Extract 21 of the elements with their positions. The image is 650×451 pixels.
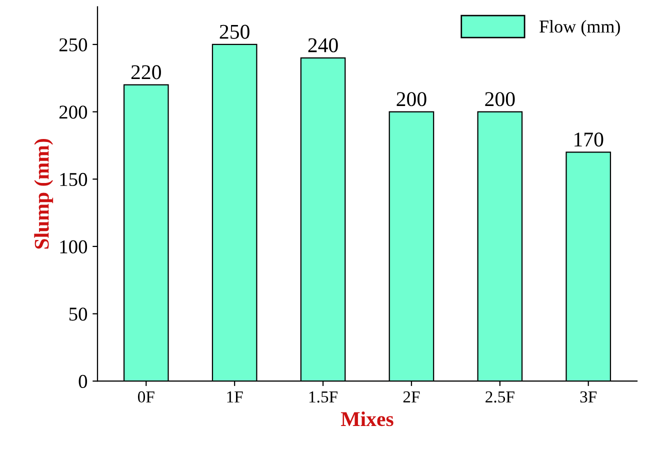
y-tick-label: 200 [59,106,88,119]
data-label: 220 [131,65,161,80]
x-tick-label: 3F [580,391,597,403]
x-tick-label: 0F [138,391,154,403]
y-tick-label: 50 [69,308,88,321]
y-axis-title: Slump (mm) [34,138,54,249]
y-tick-label: 250 [59,38,88,52]
data-label: 200 [485,92,515,106]
data-label: 200 [396,92,426,106]
data-label: 170 [574,132,604,147]
x-tick-label: 2.5F [486,391,514,403]
y-tick-label: 150 [60,172,88,186]
x-tick-label: 1F [227,391,243,402]
x-tick-label: 1.5F [309,391,338,403]
x-tick-label: 2F [403,391,420,402]
data-label: 240 [308,38,338,52]
y-tick-label: 100 [60,240,88,254]
y-tick-label: 0 [78,374,88,388]
data-label: 250 [220,24,250,39]
x-axis-title: Mixes [340,411,394,426]
legend-label: Flow (mm) [540,20,620,36]
